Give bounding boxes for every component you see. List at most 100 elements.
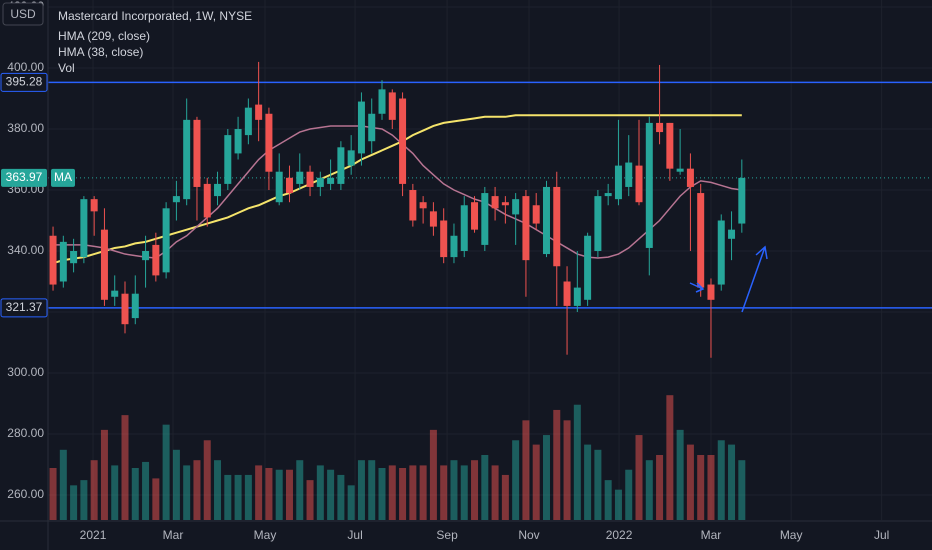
candle-body [440, 220, 448, 258]
candle-body [296, 171, 304, 184]
volume-bar [244, 474, 252, 520]
volume-bar [501, 474, 509, 520]
x-tick-label: Jul [874, 528, 889, 542]
candle-body [501, 202, 509, 206]
volume-bar [388, 465, 396, 520]
candle-body [512, 199, 520, 215]
candle-body [59, 241, 67, 282]
chart-title: Mastercard Incorporated, 1W, NYSE [58, 9, 252, 23]
volume-bar [728, 444, 736, 520]
volume-bar [59, 449, 67, 520]
candle-body [666, 122, 674, 169]
candle-body [563, 281, 571, 306]
candle-body [542, 186, 550, 255]
currency: USD [10, 7, 36, 21]
volume-bar [234, 474, 242, 520]
volume-bar [666, 395, 674, 520]
candle-body [409, 190, 417, 221]
candle-body [49, 235, 57, 285]
candle-body [399, 98, 407, 184]
volume-bar [440, 465, 448, 520]
candle-body [121, 293, 129, 325]
annotations [689, 245, 768, 313]
volume [49, 395, 746, 520]
y-tick-label: 380.00 [7, 121, 44, 135]
level-label: 395.28 [6, 75, 43, 89]
candle-body [553, 186, 561, 267]
volume-bar [296, 460, 304, 520]
volume-bar [131, 468, 139, 520]
candle-body [676, 168, 684, 172]
volume-bar [532, 444, 540, 520]
legend-entry: HMA (38, close) [58, 45, 143, 59]
candle-body [491, 196, 499, 209]
volume-bar [686, 444, 694, 520]
volume-bar [542, 435, 550, 520]
volume-bar [337, 474, 345, 520]
volume-bar [224, 474, 232, 520]
volume-bar [142, 461, 150, 520]
candle-body [388, 92, 396, 120]
volume-bar [594, 449, 602, 520]
volume-bar [409, 465, 417, 520]
volume-bar [563, 420, 571, 520]
candle-body [532, 205, 540, 224]
candle-body [368, 113, 376, 142]
candle-body [90, 199, 98, 212]
volume-bar [265, 468, 273, 520]
candle-body [80, 199, 88, 258]
volume-bar [90, 460, 98, 520]
candle-body [234, 129, 242, 154]
candle-body [656, 122, 664, 133]
currency-box[interactable] [2, 2, 44, 26]
candle-body [152, 244, 160, 276]
candle-body [522, 196, 530, 261]
candle-body [614, 165, 622, 200]
candle-body [70, 251, 78, 264]
candle-body [738, 177, 746, 224]
candle-body [728, 229, 736, 239]
y-tick-label: 400.00 [7, 60, 44, 74]
volume-bar [275, 469, 283, 520]
volume-bar [625, 469, 633, 520]
candle-body [378, 89, 386, 114]
volume-bar [255, 465, 263, 520]
candle-body [429, 211, 437, 227]
volume-bar [635, 435, 643, 520]
volume-bar [172, 449, 180, 520]
axis: 260.00280.00300.00320.00340.00360.00380.… [0, 0, 889, 542]
volume-bar [738, 460, 746, 520]
candle-body [142, 251, 150, 261]
volume-bar [584, 444, 592, 520]
candle-body [265, 113, 273, 172]
volume-bar [357, 460, 365, 520]
candle-body [460, 205, 468, 252]
candle-body [244, 107, 252, 136]
volume-bar [100, 429, 108, 520]
y-tick-label: 300.00 [7, 365, 44, 379]
candle-body [193, 119, 201, 187]
volume-bar [152, 478, 160, 520]
volume-bar [491, 465, 499, 520]
volume-bar [306, 480, 314, 520]
volume-bar [162, 424, 170, 520]
last-price-label: 363.97 [6, 170, 43, 184]
volume-bar [121, 415, 129, 520]
x-tick-label: Mar [163, 528, 184, 542]
candle-body [183, 119, 191, 200]
candle-body [604, 193, 612, 197]
candle-body [162, 208, 170, 273]
volume-bar [645, 460, 653, 520]
candle-body [172, 196, 180, 203]
candle-body [316, 177, 324, 187]
arrow-large-head [755, 245, 768, 260]
volume-bar [553, 409, 561, 520]
candle-body [347, 150, 355, 166]
ma-box [51, 168, 75, 187]
candle-body [214, 183, 222, 197]
candle-body [481, 193, 489, 245]
volume-bar [368, 460, 376, 520]
candle-body [471, 202, 479, 230]
y-tick-label: 260.00 [7, 487, 44, 501]
